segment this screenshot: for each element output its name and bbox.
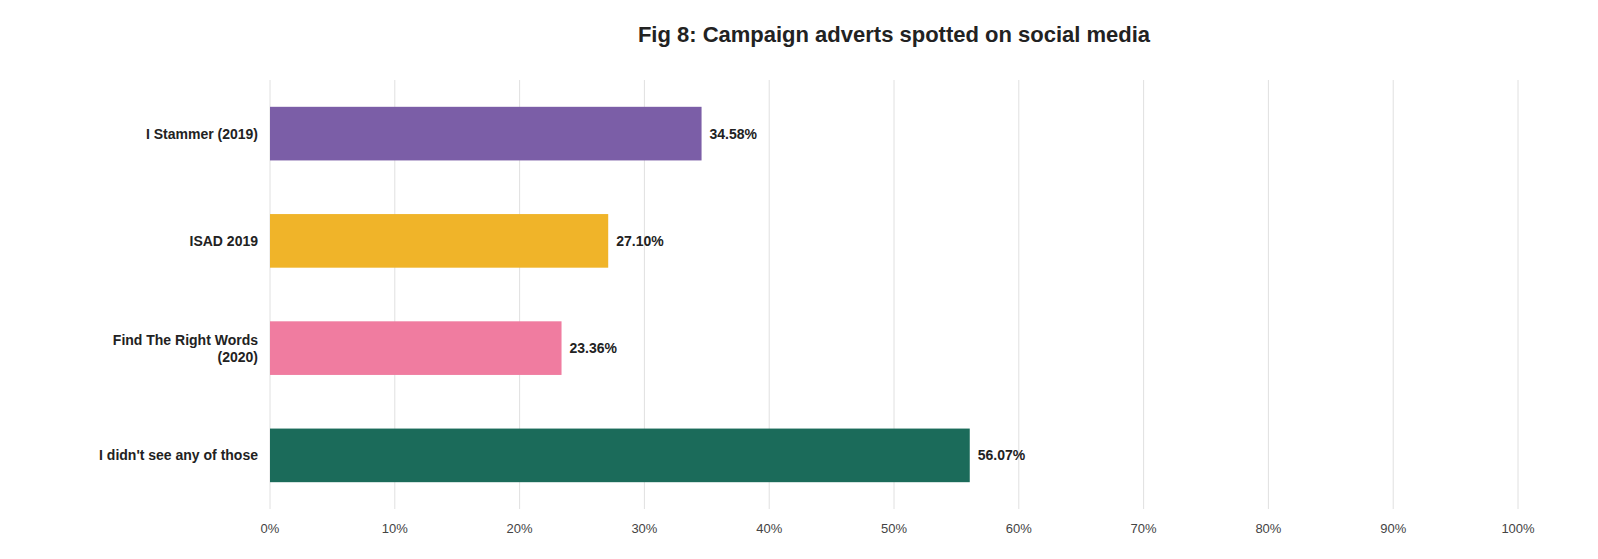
data-label: 27.10% (616, 233, 664, 249)
grid-line (1393, 80, 1394, 509)
grid-line (1268, 80, 1269, 509)
background (0, 0, 1598, 559)
data-label: 23.36% (570, 340, 618, 356)
y-tick-labels: I Stammer (2019) ISAD 2019 Find The Right … (99, 126, 258, 464)
data-label: 34.58% (710, 126, 758, 142)
x-tick-label: 40% (756, 521, 782, 536)
x-tick-label: 70% (1131, 521, 1157, 536)
title: Fig 8: Campaign adverts spotted on socia… (638, 22, 1151, 47)
x-tick-label: 90% (1380, 521, 1406, 536)
grid (270, 80, 1518, 509)
bar (270, 107, 702, 161)
x-tick-label: 30% (631, 521, 657, 536)
category-label-line: ISAD 2019 (190, 233, 259, 249)
x-tick-label: 50% (881, 521, 907, 536)
bar (270, 321, 562, 375)
data-label: 56.07% (978, 447, 1026, 463)
x-tick-label: 20% (507, 521, 533, 536)
grid-line (1518, 80, 1519, 509)
x-tick-label: 60% (1006, 521, 1032, 536)
category-label-line: (2020) (218, 349, 258, 365)
category-label: I Stammer (2019) (146, 126, 258, 142)
grid-line (1018, 80, 1019, 509)
x-tick-label: 0% (261, 521, 280, 536)
labels: 34.58% 27.10% 23.36% 56.07% (570, 126, 1026, 464)
x-tick-label: 100% (1501, 521, 1535, 536)
x-tick-labels: 0% 10% 20% 30% 40% 50% 60% 70% 80% 90% 100% (261, 521, 1535, 536)
bar (270, 429, 970, 483)
x-tick-label: 10% (382, 521, 408, 536)
grid-line (1143, 80, 1144, 509)
bar (270, 214, 608, 268)
category-label: ISAD 2019 (190, 233, 259, 249)
category-label-line: Find The Right Words (113, 332, 258, 348)
category-label-line: I didn't see any of those (99, 447, 258, 463)
category-label: I didn't see any of those (99, 447, 258, 463)
category-label-line: I Stammer (2019) (146, 126, 258, 142)
bars (270, 107, 970, 482)
x-tick-label: 80% (1255, 521, 1281, 536)
chart-svg: Fig 8: Campaign adverts spotted on socia… (0, 0, 1598, 559)
category-label: Find The Right Words(2020) (113, 332, 258, 365)
chart-container: Fig 8: Campaign adverts spotted on socia… (0, 0, 1598, 559)
